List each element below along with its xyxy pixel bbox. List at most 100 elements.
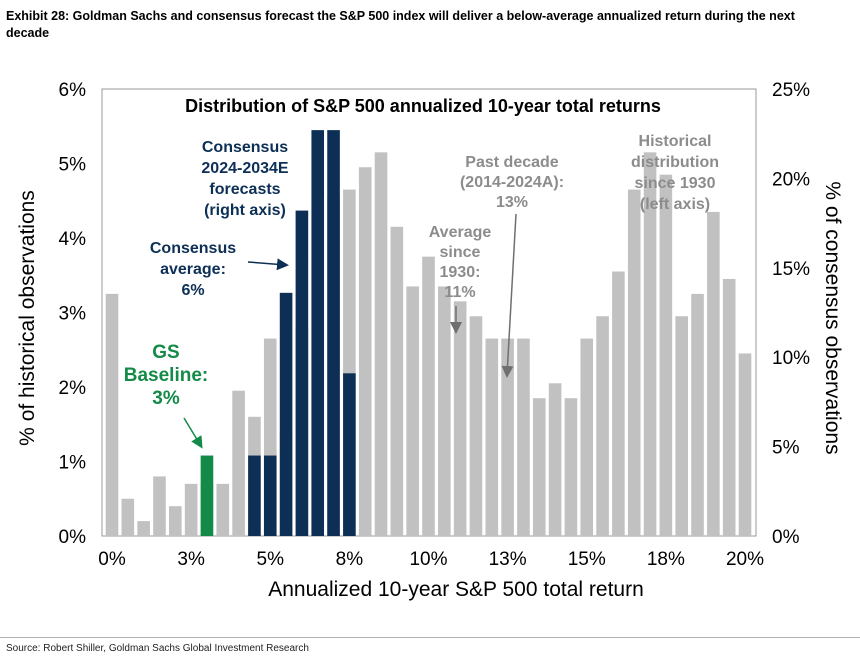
consensus-bar xyxy=(295,210,309,537)
x-tick-label: 0% xyxy=(98,549,126,570)
x-axis-title: Annualized 10-year S&P 500 total return xyxy=(268,578,644,601)
annotation-gs-baseline: GS Baseline: 3% xyxy=(124,342,208,409)
annotation-line: Consensus xyxy=(150,240,236,257)
annotation-historical-distribution: Historical distribution since 1930 (left ax… xyxy=(631,133,719,213)
y-right-tick-label: 5% xyxy=(772,438,800,459)
y-left-tick-label: 1% xyxy=(59,453,87,474)
historical-bar xyxy=(659,174,673,537)
annotation-line: since xyxy=(440,244,481,261)
x-tick-label: 10% xyxy=(409,549,447,570)
historical-bar xyxy=(675,316,688,536)
annotation-line: 2024-2034E xyxy=(201,160,289,177)
y-right-tick-label: 20% xyxy=(772,169,810,190)
consensus-bar xyxy=(263,455,277,536)
historical-bar xyxy=(153,476,166,536)
y-right-tick-label: 0% xyxy=(772,527,800,548)
gs-baseline-bar xyxy=(200,455,214,536)
y-left-axis-title: % of historical observations xyxy=(16,190,39,446)
arrow-past-decade xyxy=(501,213,517,378)
historical-bar xyxy=(596,316,609,536)
historical-bar xyxy=(532,398,546,536)
y-left-tick-label: 2% xyxy=(59,378,87,399)
y-right-axis-title: % of consensus observations xyxy=(821,181,844,454)
historical-bar xyxy=(722,278,736,536)
x-tick-label: 5% xyxy=(257,549,285,570)
historical-bar xyxy=(438,286,451,536)
annotation-line: Past decade xyxy=(465,154,558,171)
historical-bar xyxy=(422,256,435,536)
x-tick-label: 20% xyxy=(726,549,764,570)
historical-bar xyxy=(390,226,404,536)
annotation-line: Baseline: xyxy=(124,365,208,386)
historical-bar xyxy=(485,338,499,536)
annotation-line: (right axis) xyxy=(204,202,286,219)
historical-bar xyxy=(105,293,119,536)
arrow-gs-baseline xyxy=(183,417,203,449)
consensus-bar xyxy=(248,455,261,536)
y-left-tick-label: 5% xyxy=(59,155,87,176)
y-left-tick-label: 4% xyxy=(59,229,87,250)
x-tick-labels: 0% 3% 5% 8% 10% 13% 15% 18% 20% xyxy=(98,549,764,570)
annotation-line: 11% xyxy=(444,284,475,301)
historical-bar xyxy=(564,398,578,536)
annotation-line: Average xyxy=(429,224,492,241)
historical-bar xyxy=(184,483,198,536)
exhibit-title: Exhibit 28: Goldman Sachs and consensus … xyxy=(6,9,795,40)
historical-bar xyxy=(121,498,135,536)
consensus-bar xyxy=(343,373,356,536)
annotation-line: since 1930 xyxy=(635,175,716,192)
annotation-line: (2014-2024A): xyxy=(460,174,564,191)
historical-bar xyxy=(406,286,419,536)
y-left-tick-label: 0% xyxy=(59,527,87,548)
y-left-tick-label: 6% xyxy=(59,80,87,101)
historical-bar xyxy=(374,152,388,536)
x-tick-label: 18% xyxy=(647,549,685,570)
historical-bar xyxy=(627,189,641,536)
y-left-tick-labels: 0% 1% 2% 3% 4% 5% 6% xyxy=(59,80,87,548)
historical-bar xyxy=(707,211,720,537)
annotation-line: distribution xyxy=(631,154,719,171)
y-right-tick-label: 15% xyxy=(772,259,810,280)
source-divider xyxy=(0,637,860,638)
y-left-tick-label: 3% xyxy=(59,304,87,325)
x-tick-label: 13% xyxy=(489,549,527,570)
annotation-line: 6% xyxy=(181,282,204,299)
annotation-consensus-forecast: Consensus 2024-2034E forecasts (right axis) xyxy=(201,139,289,219)
annotation-average-since-1930: Average since 1930: 11% xyxy=(429,224,492,301)
annotation-line: GS xyxy=(152,342,179,363)
annotation-past-decade: Past decade (2014-2024A): 13% xyxy=(460,154,564,211)
annotation-line: Consensus xyxy=(202,139,288,156)
y-right-tick-labels: 0% 5% 10% 15% 20% 25% xyxy=(772,80,810,548)
historical-bar xyxy=(580,338,594,536)
historical-bar xyxy=(691,293,704,536)
x-tick-label: 8% xyxy=(336,549,364,570)
consensus-bar xyxy=(279,292,293,536)
arrow-consensus-average xyxy=(247,258,289,271)
consensus-bars xyxy=(200,130,356,537)
consensus-bar xyxy=(311,130,325,536)
x-tick-label: 15% xyxy=(568,549,606,570)
annotation-line: Historical xyxy=(639,133,712,150)
historical-bar xyxy=(137,521,150,536)
annotation-line: 1930: xyxy=(440,264,481,281)
historical-bar xyxy=(469,316,483,536)
historical-bar xyxy=(232,390,245,536)
source-note: Source: Robert Shiller, Goldman Sachs Gl… xyxy=(6,643,309,654)
y-right-tick-label: 10% xyxy=(772,348,810,369)
historical-bar xyxy=(643,152,657,536)
annotation-line: average: xyxy=(160,261,226,278)
historical-bar xyxy=(738,353,752,536)
historical-bar xyxy=(548,383,562,536)
historical-bar xyxy=(517,338,530,536)
historical-bar xyxy=(169,506,182,536)
annotation-line: (left axis) xyxy=(640,196,710,213)
chart-title: Distribution of S&P 500 annualized 10-ye… xyxy=(185,96,661,116)
historical-bar xyxy=(453,301,467,536)
consensus-bar xyxy=(327,130,340,536)
annotation-line: 13% xyxy=(496,194,528,211)
y-right-tick-label: 25% xyxy=(772,80,810,101)
historical-bar xyxy=(358,167,372,536)
historical-bar xyxy=(501,338,514,536)
x-tick-label: 3% xyxy=(177,549,205,570)
